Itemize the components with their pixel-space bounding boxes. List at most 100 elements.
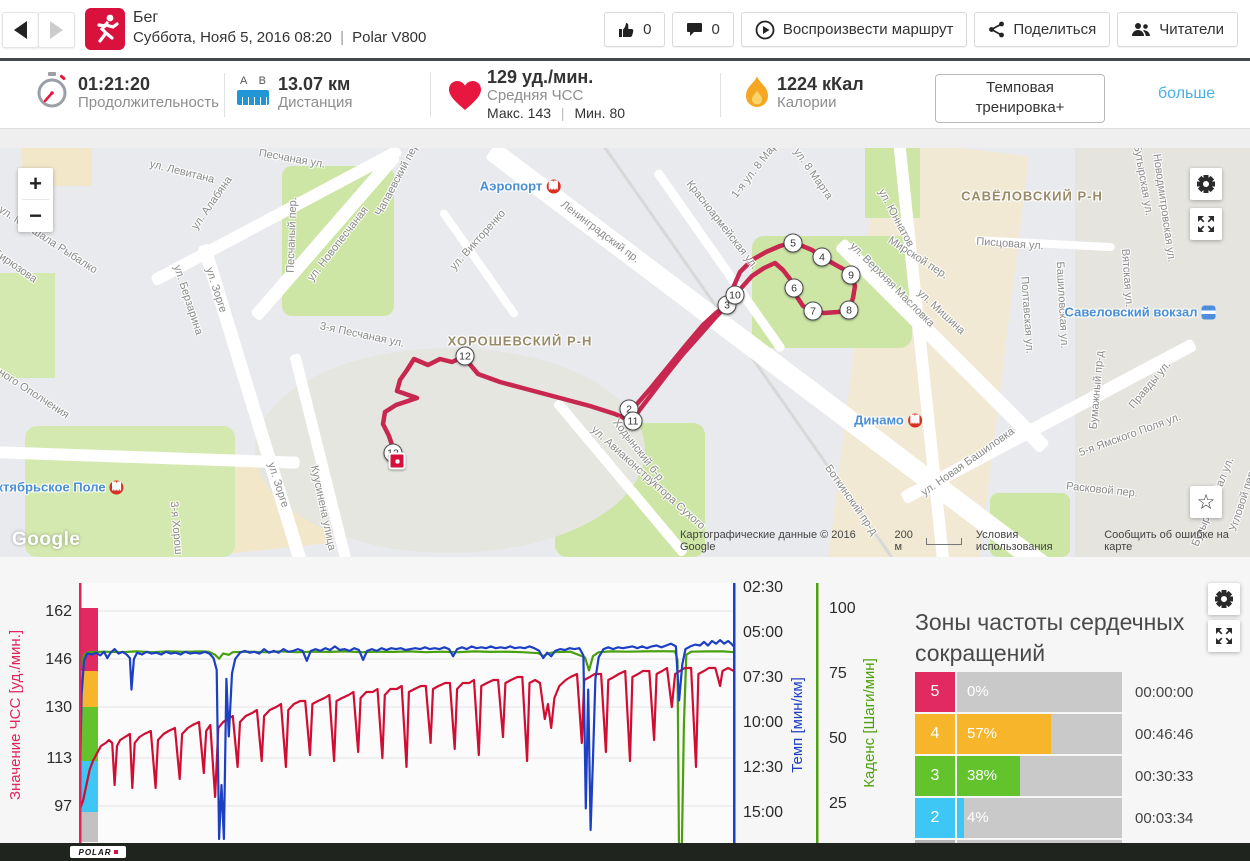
- svg-text:130: 130: [45, 699, 72, 716]
- map-fullscreen-button[interactable]: [1190, 208, 1222, 240]
- hr-value: 129 уд./мин.: [487, 67, 594, 87]
- map-metro-label: Аэропорт М: [480, 179, 561, 194]
- readers-label: Читатели: [1159, 21, 1224, 38]
- flame-icon: [745, 76, 769, 113]
- map-station-label: Савеловский вокзал: [1065, 305, 1216, 320]
- summary-stats-bar: 01:21:20 Продолжительность A B 13.07 км …: [0, 61, 1250, 129]
- svg-text:50: 50: [829, 730, 847, 747]
- play-route-label: Воспроизвести маршрут: [782, 21, 954, 38]
- zone-time: 00:00:00: [1135, 683, 1194, 701]
- route-km-marker: 8: [839, 300, 859, 320]
- zone-number: [915, 840, 955, 843]
- scale-bar: [926, 537, 962, 545]
- previous-session-button[interactable]: [2, 12, 39, 48]
- chart-fullscreen-button[interactable]: [1208, 620, 1240, 652]
- zone-percent: 4%: [967, 809, 989, 826]
- svg-text:146: 146: [45, 651, 72, 668]
- like-count: 0: [643, 21, 652, 38]
- route-km-marker: 7: [803, 301, 823, 321]
- route-km-marker: 4: [812, 247, 832, 267]
- hr-zone-row: 2 4% 00:03:34: [915, 798, 1215, 838]
- comment-button[interactable]: 0: [672, 12, 734, 47]
- share-icon: [989, 21, 1005, 38]
- svg-text:97: 97: [54, 798, 72, 815]
- map-settings-button[interactable]: [1190, 168, 1222, 200]
- duration-value: 01:21:20: [78, 74, 151, 94]
- svg-text:Темп [мин/км]: Темп [мин/км]: [789, 677, 806, 773]
- route-overlay: [380, 240, 858, 464]
- play-route-button[interactable]: Воспроизвести маршрут: [740, 12, 968, 47]
- session-subtitle: Суббота, Нояб 5, 2016 08:20 | Polar V800: [133, 28, 426, 48]
- map-park: [0, 273, 55, 378]
- hr-sep: |: [560, 105, 565, 121]
- map-metro-label: Динамо М: [854, 413, 922, 428]
- zone-percent: 38%: [967, 767, 998, 784]
- share-button[interactable]: Поделиться: [974, 12, 1111, 47]
- stats-divider: [720, 73, 721, 117]
- map-favorite-button[interactable]: ☆: [1190, 486, 1222, 518]
- zoom-in-button[interactable]: +: [29, 171, 42, 196]
- session-date: Суббота, Нояб 5, 2016 08:20: [133, 29, 332, 46]
- training-benefit-button[interactable]: Темповая тренировка+: [935, 74, 1105, 123]
- comment-count: 0: [711, 21, 720, 38]
- heart-icon: [447, 79, 483, 116]
- distance-label: Дистанция: [278, 94, 353, 111]
- expand-icon: [1198, 216, 1214, 232]
- duration-label: Продолжительность: [78, 94, 219, 111]
- zoom-out-button[interactable]: −: [29, 203, 42, 228]
- distance-stat: 13.07 км Дистанция: [278, 74, 352, 112]
- zoom-divider: [22, 199, 49, 200]
- play-icon: [755, 20, 775, 39]
- route-map[interactable]: ул. Левитана Песчаная ул. ул. Алабяна ул. М…: [0, 148, 1250, 557]
- zone-percent: 0%: [967, 683, 989, 700]
- hr-zone-row: 3 38% 00:30:33: [915, 756, 1215, 796]
- heart-rate-stat: 129 уд./мин. Средняя ЧСС Макс. 143 | Мин…: [487, 67, 625, 122]
- svg-text:12:30: 12:30: [743, 759, 783, 776]
- stats-divider: [430, 73, 431, 117]
- like-button[interactable]: 0: [604, 12, 666, 47]
- terms-link[interactable]: Условия использования: [975, 529, 1053, 553]
- svg-text:15:00: 15:00: [743, 804, 783, 821]
- finish-marker: [388, 452, 406, 470]
- readers-icon: [1132, 23, 1151, 36]
- report-error-link[interactable]: Сообщить об ошибке на карте: [1104, 529, 1229, 553]
- calories-label: Калории: [777, 94, 837, 111]
- map-district-label: САВЁЛОВСКИЙ Р-Н: [961, 188, 1103, 204]
- hr-min: Мин. 80: [574, 105, 626, 121]
- distance-icon: A B: [237, 75, 269, 105]
- comment-icon: [687, 23, 703, 36]
- svg-text:05:00: 05:00: [743, 624, 783, 641]
- zone-bar: [957, 840, 1122, 843]
- hr-zone-row: [915, 840, 1215, 843]
- google-logo[interactable]: Google: [12, 529, 81, 550]
- more-link[interactable]: больше: [1158, 85, 1216, 102]
- map-attribution: Картографические данные © 2016 Google 20…: [680, 529, 1250, 553]
- route-km-marker: 5: [783, 233, 803, 253]
- arrow-left-icon: [14, 21, 27, 39]
- duration-stat: 01:21:20 Продолжительность: [78, 74, 219, 112]
- header-actions: 0 0 Воспроизвести маршрут Поделиться Чит…: [604, 12, 1238, 47]
- map-data-credit: Картографические данные © 2016 Google: [680, 529, 856, 553]
- polar-logo: POLAR: [70, 846, 126, 858]
- header-divider: [0, 58, 1250, 61]
- zone-time: 00:03:34: [1135, 809, 1194, 827]
- title-block: Бег Суббота, Нояб 5, 2016 08:20 | Polar …: [133, 8, 426, 48]
- ruler-icon: [237, 90, 269, 105]
- route-line: [380, 240, 858, 464]
- zone-time: 00:30:33: [1135, 767, 1194, 785]
- next-session-button[interactable]: [38, 12, 75, 48]
- readers-button[interactable]: Читатели: [1117, 12, 1238, 47]
- training-chart[interactable]: 162 146 130 113 97 02:30 05:00 07:30 10:00 12:30 1…: [0, 557, 1250, 843]
- zone-number: 5: [915, 672, 955, 712]
- device-name: Polar V800: [352, 29, 427, 46]
- svg-text:02:30: 02:30: [743, 579, 783, 596]
- metro-icon: М: [546, 179, 561, 193]
- zone-bar: 4%: [957, 798, 1122, 838]
- svg-text:162: 162: [45, 603, 72, 620]
- svg-text:07:30: 07:30: [743, 669, 783, 686]
- map-district-label: ХОРОШЕВСКИЙ Р-Н: [447, 333, 593, 349]
- gear-icon: [1215, 590, 1233, 608]
- chart-settings-button[interactable]: [1208, 583, 1240, 615]
